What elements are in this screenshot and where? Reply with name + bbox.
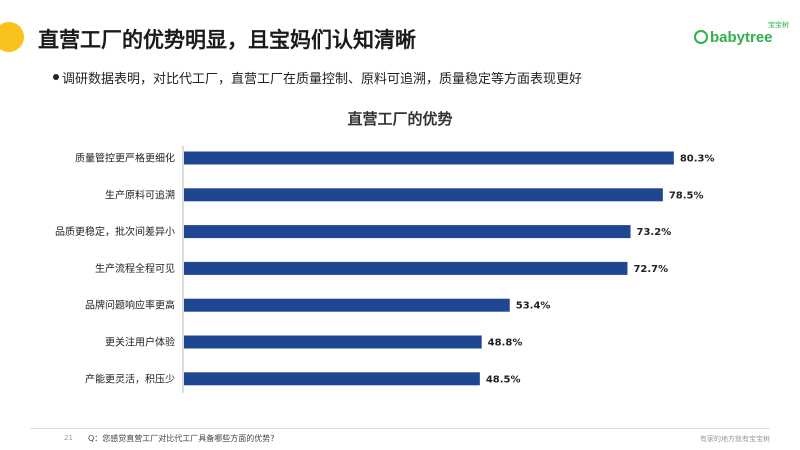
bar — [184, 298, 510, 312]
bar — [184, 372, 480, 386]
category-label: 产能更灵活，积压少 — [85, 372, 175, 385]
chart-title: 直营工厂的优势 — [347, 110, 453, 128]
babytree-logo-icon — [694, 30, 708, 44]
data-label: 80.3% — [680, 154, 715, 165]
category-label: 质量管控更严格更细化 — [75, 152, 175, 165]
category-label: 品质更稳定，批次间差异小 — [55, 225, 175, 238]
category-label: 更关注用户体验 — [105, 336, 175, 349]
footer-divider — [30, 428, 770, 429]
bar — [184, 335, 482, 349]
summary-bullet: 调研数据表明，对比代工厂，直营工厂在质量控制、原料可追溯，质量稳定等方面表现更好 — [62, 72, 583, 87]
logo-cn-text: 宝宝树 — [768, 21, 789, 29]
corner-accent — [0, 22, 24, 52]
data-label: 73.2% — [637, 227, 672, 238]
category-label: 生产流程全程可见 — [95, 262, 175, 275]
survey-question: Q：您感觉直营工厂对比代工厂具备哪些方面的优势? — [88, 434, 275, 443]
category-label: 品牌问题响应率更高 — [85, 299, 175, 312]
bar — [184, 261, 628, 275]
bullet-icon — [53, 74, 59, 80]
data-label: 48.8% — [488, 338, 523, 349]
data-label: 78.5% — [669, 190, 704, 201]
logo-text: babytree — [710, 29, 773, 46]
bar-chart: 质量管控更严格更细化 80.3% 生产原料可追溯 78.5% 品质更稳定，批次间差异小 7… — [55, 146, 715, 393]
page-title: 直营工厂的优势明显，且宝妈们认知清晰 — [38, 28, 416, 52]
bar — [184, 225, 631, 239]
babytree-logo: babytree 宝宝树 — [694, 21, 794, 48]
bar — [184, 188, 663, 202]
data-label: 72.7% — [633, 264, 668, 275]
bar — [184, 151, 674, 165]
data-label: 48.5% — [486, 374, 521, 385]
category-label: 生产原料可追溯 — [105, 188, 175, 201]
data-label: 53.4% — [516, 301, 551, 312]
footer-slogan: 有家的地方就有宝宝树 — [700, 435, 770, 443]
page-number: 21 — [64, 434, 73, 442]
